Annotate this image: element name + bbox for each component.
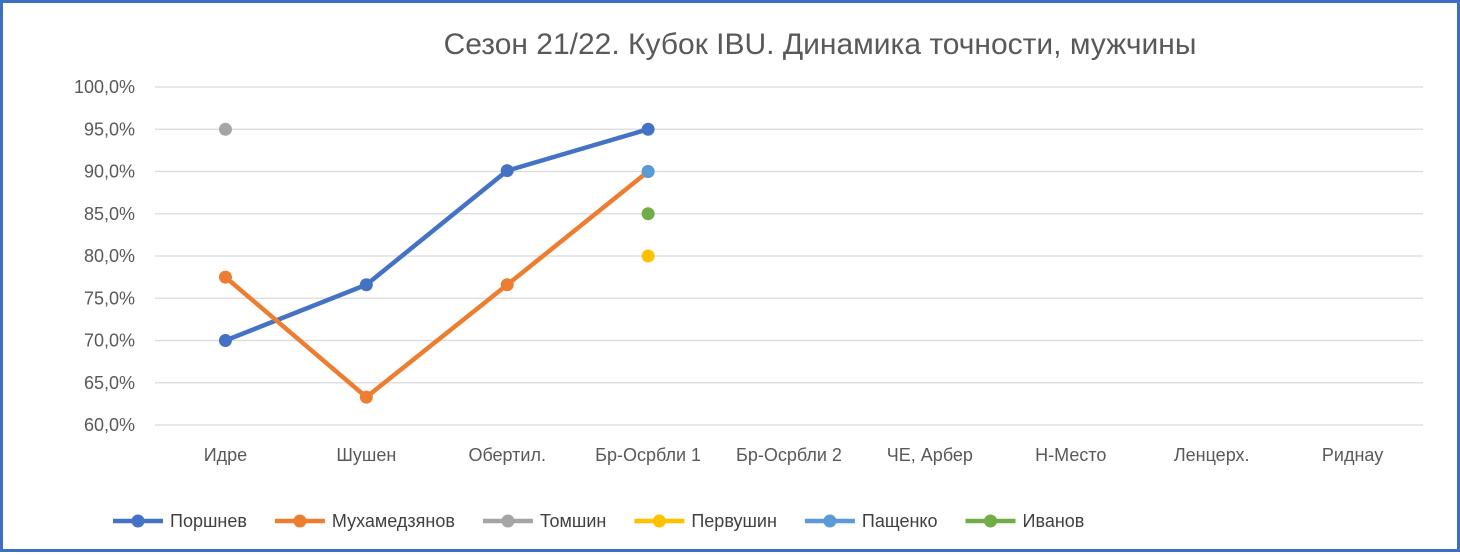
x-tick-label: Ленцерх. [1174,445,1250,465]
x-tick-label: Обертил. [468,445,546,465]
legend-label: Мухамедзянов [332,511,455,531]
data-point [218,122,232,136]
data-point [359,390,373,404]
legend-item: Мухамедзянов [274,511,455,531]
x-tick-label: Бр-Осрбли 2 [736,445,842,465]
chart-title: Сезон 21/22. Кубок IBU. Динамика точност… [444,28,1197,61]
y-axis-ticks: 100,0% 95,0% 90,0% 85,0% 80,0% 75,0% 70,0% 65,0… [74,77,135,435]
legend: Поршнев Мухамедзянов Томшин Первушин Пащенко… [113,511,1084,531]
y-tick-label: 70,0% [84,331,135,351]
y-tick-label: 65,0% [84,373,135,393]
data-point [641,249,655,263]
legend-label: Томшин [540,511,606,531]
legend-item: Поршнев [113,511,247,531]
legend-swatch-marker [501,514,515,528]
legend-swatch-marker [131,514,145,528]
series-points [218,122,655,404]
data-point [641,207,655,221]
data-point [500,164,514,178]
legend-swatch-marker [652,514,666,528]
legend-swatch-marker [293,514,307,528]
series-lines [223,127,651,400]
y-tick-label: 85,0% [84,204,135,224]
x-tick-label: Идре [204,445,247,465]
legend-item: Иванов [965,511,1085,531]
x-tick-label: Бр-Осрбли 1 [595,445,701,465]
legend-label: Поршнев [170,511,247,531]
legend-swatch-marker [823,514,837,528]
data-point [218,334,232,347]
legend-label: Первушин [691,511,777,531]
data-point [218,270,232,284]
series-line-2 [223,169,651,400]
legend-label: Пащенко [862,511,938,531]
y-tick-label: 60,0% [84,415,135,435]
legend-label: Иванов [1023,511,1085,531]
x-tick-label: Н-Место [1035,445,1106,465]
legend-item: Томшин [482,511,606,531]
line-chart: Сезон 21/22. Кубок IBU. Динамика точност… [74,28,1423,531]
x-tick-label: Риднау [1322,445,1383,465]
y-tick-label: 80,0% [84,246,135,266]
data-point [500,278,514,292]
legend-swatch-marker [984,514,998,528]
y-tick-label: 75,0% [84,288,135,308]
x-tick-label: Шушен [336,445,396,465]
x-tick-label: ЧЕ, Арбер [887,445,973,465]
series-line-1 [223,127,651,343]
gridlines [155,86,1423,426]
x-axis-ticks: Идре Шушен Обертил. Бр-Осрбли 1 Бр-Осрбли 2 Ч… [204,445,1384,465]
y-tick-label: 90,0% [84,162,135,182]
data-point [359,278,373,292]
y-tick-label: 100,0% [74,77,135,97]
data-point [641,122,655,136]
y-tick-label: 95,0% [84,119,135,139]
legend-item: Первушин [634,511,777,531]
data-point [641,165,655,178]
legend-item: Пащенко [804,511,938,531]
